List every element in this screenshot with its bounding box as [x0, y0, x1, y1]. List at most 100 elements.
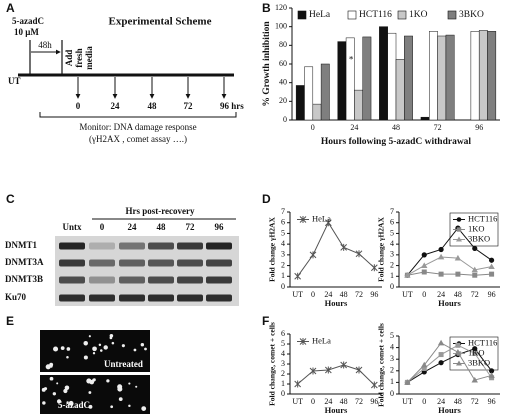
legend-marker — [456, 217, 462, 222]
point — [472, 346, 478, 352]
nucleus — [109, 336, 113, 340]
line — [297, 364, 375, 386]
legend-marker — [299, 216, 307, 223]
point — [471, 266, 478, 273]
nucleus — [133, 348, 137, 352]
band — [89, 294, 115, 302]
nucleus — [141, 406, 147, 411]
nucleus — [83, 340, 88, 346]
bar — [304, 66, 314, 121]
nucleus — [92, 352, 96, 355]
nucleus — [68, 400, 74, 406]
point — [488, 368, 495, 374]
y-tick-label: 1 — [390, 271, 394, 280]
y-tick-label: 3 — [390, 354, 394, 363]
y-tick-label: 2 — [281, 260, 285, 269]
bar — [295, 85, 305, 121]
nucleus — [42, 401, 46, 405]
x-tick-label: 0 — [422, 397, 426, 406]
nucleus — [92, 378, 96, 382]
timepoint: 72 — [184, 101, 194, 111]
x-tick-label: UT — [292, 397, 303, 406]
panel-letter: C — [6, 192, 15, 206]
y-tick-label: 100 — [275, 21, 287, 30]
dose-label: 10 μM — [14, 27, 39, 37]
nucleus — [117, 386, 123, 392]
legend-label: HeLa — [312, 335, 331, 345]
point — [421, 361, 428, 368]
x-tick-label: 48 — [454, 397, 462, 406]
nucleus — [110, 405, 114, 409]
point — [421, 262, 428, 268]
nucleus — [64, 385, 70, 391]
nucleus — [41, 387, 46, 392]
point — [309, 367, 317, 375]
point — [421, 365, 427, 371]
micrographs — [40, 330, 150, 414]
point — [294, 380, 302, 388]
x-tick-label: 24 — [324, 290, 332, 299]
x-tick-label: 48 — [392, 123, 400, 132]
x-tick-label: 0 — [422, 290, 426, 299]
x-tick-label: 0 — [311, 397, 315, 406]
y-tick-label: 0 — [281, 389, 285, 398]
media-label: media — [84, 46, 94, 70]
nucleus — [99, 349, 103, 352]
point — [472, 245, 478, 252]
bracket — [39, 112, 237, 118]
point — [438, 352, 444, 358]
x-axis-label: Hours — [325, 405, 348, 415]
blot-title: Hrs post-recovery — [125, 206, 195, 216]
band — [206, 259, 232, 267]
x-axis-label: Hours — [438, 298, 461, 308]
y-tick-label: 5 — [281, 339, 285, 348]
x-tick-label: UT — [402, 397, 413, 406]
legend-marker — [456, 360, 462, 366]
point — [421, 269, 427, 275]
y-axis-label: Fold change γH2AX — [268, 217, 277, 282]
bar — [379, 26, 388, 121]
y-tick-label: 1 — [390, 377, 394, 386]
band — [177, 242, 203, 250]
point — [455, 271, 461, 277]
legend-label: 1KO — [409, 10, 428, 20]
bar — [404, 35, 413, 121]
image-caption: Untreated — [104, 359, 143, 369]
x-tick-label: 72 — [434, 123, 442, 132]
bar — [362, 36, 372, 121]
band — [89, 259, 115, 267]
monitor-text: Monitor: DNA damage response — [79, 122, 196, 132]
media-label: Add — [64, 50, 74, 67]
band — [148, 242, 174, 250]
x-tick-label: 48 — [340, 397, 348, 406]
lane-label: 48 — [157, 222, 167, 232]
row-label: DNMT1 — [5, 240, 37, 250]
band — [148, 276, 174, 284]
nucleus — [45, 364, 51, 370]
x-axis-label: Hours — [438, 405, 461, 415]
y-tick-label: 3 — [390, 250, 394, 259]
nucleus — [88, 391, 92, 394]
nucleus — [128, 404, 131, 408]
row-label: DNMT3B — [5, 274, 43, 284]
legend-label: HeLa — [309, 10, 331, 20]
band — [89, 242, 115, 250]
nucleus — [128, 382, 131, 385]
annotation: * — [349, 55, 354, 65]
y-tick-label: 0 — [390, 282, 394, 291]
line — [407, 227, 492, 276]
legend-label: 3BKO — [468, 233, 490, 243]
y-axis-label: Fold change γH2AX — [377, 217, 386, 282]
legend-swatch — [397, 10, 407, 20]
y-tick-label: 4 — [281, 349, 285, 358]
y-tick-label: 6 — [390, 218, 394, 227]
timepoint: 48 — [148, 101, 158, 111]
monitor-text: (γH2AX , comet assay ….) — [89, 134, 187, 144]
band — [148, 294, 174, 302]
x-tick-label: 0 — [311, 123, 315, 132]
nucleus — [66, 355, 69, 359]
y-tick-label: 2 — [390, 260, 394, 269]
lane-label: 96 — [215, 222, 225, 232]
point — [355, 366, 363, 374]
